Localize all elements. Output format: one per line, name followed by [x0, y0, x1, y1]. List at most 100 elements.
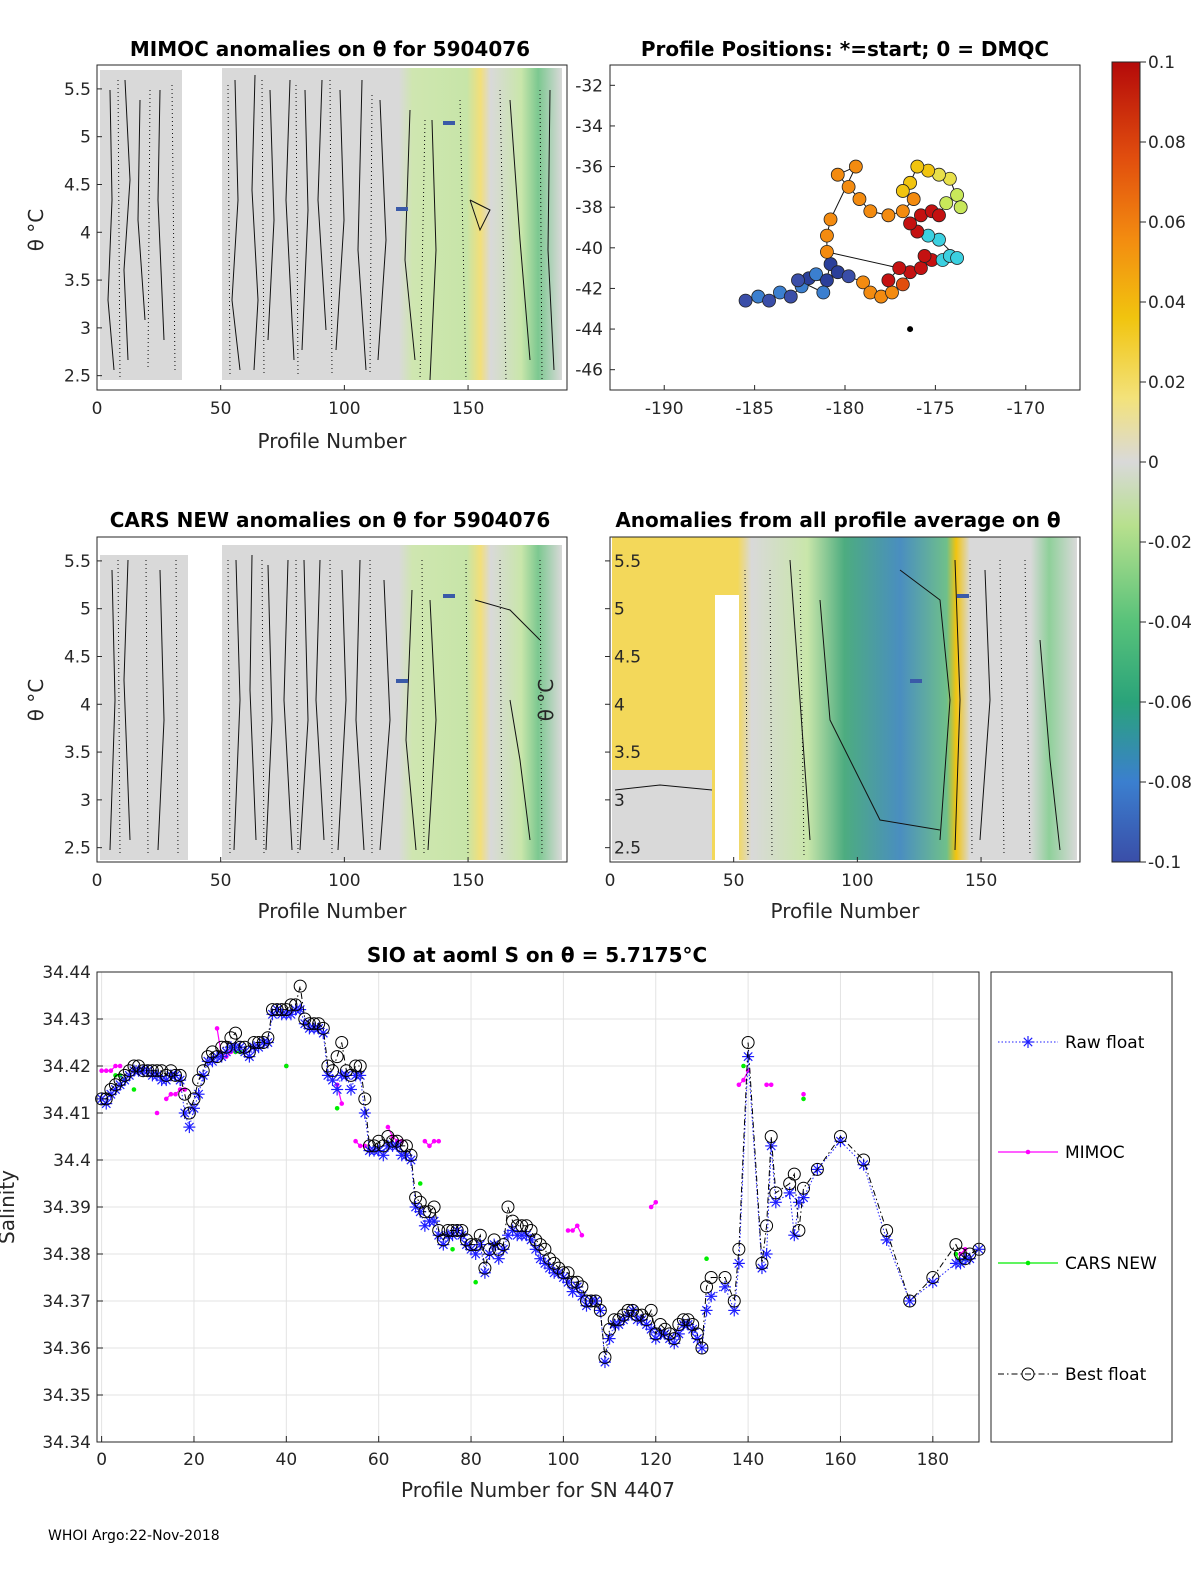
legend-circle-best [1021, 1367, 1035, 1381]
raw-point [728, 1304, 741, 1317]
best-point [409, 1191, 423, 1205]
best-point [741, 1036, 755, 1049]
salinity-xtick-label: 160 [824, 1450, 856, 1470]
mimoc-point [768, 1082, 774, 1088]
cars-xtick-label: 50 [210, 871, 232, 891]
best-point [312, 1017, 326, 1031]
best-point [519, 1219, 533, 1233]
mimoc-ytick-label: 3 [80, 319, 91, 339]
footer-stamp: WHOI Argo:22-Nov-2018 [48, 1528, 220, 1544]
mimoc-point [736, 1082, 742, 1088]
positions-xtick-label: -180 [826, 399, 865, 419]
best-point [764, 1130, 778, 1143]
cars-point [450, 1247, 455, 1252]
average-ytick-label: 4.5 [614, 647, 641, 667]
track-point [841, 179, 856, 194]
best-point [533, 1238, 547, 1252]
raw-point [705, 1290, 718, 1303]
best-point [464, 1238, 478, 1252]
best-point [95, 1092, 109, 1106]
track-point [906, 192, 921, 206]
legend-item: MIMOC [998, 1143, 1125, 1163]
best-point [395, 1139, 409, 1153]
best-point [543, 1252, 557, 1266]
legend-label: Best float [1065, 1365, 1147, 1385]
positions-ytick-label: -36 [575, 158, 603, 178]
best-point [593, 1303, 607, 1317]
raw-point [183, 1121, 196, 1134]
best-point [833, 1130, 847, 1143]
mimoc-point [422, 1138, 428, 1144]
track-point [830, 167, 845, 182]
raw-point [783, 1186, 796, 1199]
raw-point [520, 1229, 533, 1242]
mimoc-marker-dmqc-1 [443, 121, 455, 125]
raw-point [1022, 1036, 1034, 1048]
raw-point [719, 1280, 732, 1293]
track-point [863, 204, 878, 219]
salinity-ytick-label: 34.44 [42, 963, 91, 983]
positions-ytick-label: -44 [575, 320, 603, 340]
best-point [326, 1064, 340, 1078]
best-point [284, 998, 298, 1012]
cars-ylabel: θ °C [24, 679, 48, 722]
average-ytick-label: 5 [614, 600, 625, 620]
salinity-xtick-label: 140 [732, 1450, 764, 1470]
best-point [427, 1200, 441, 1214]
best-point [695, 1341, 709, 1355]
mimoc-point [173, 1091, 178, 1097]
track-point [848, 159, 863, 174]
average-axes-frame [609, 536, 1081, 863]
cars-ytick-label: 4.5 [64, 647, 91, 667]
best-point [187, 1092, 201, 1106]
best-point [732, 1242, 746, 1256]
track-point [820, 244, 834, 259]
track-start-marker [907, 326, 914, 333]
raw-point [788, 1229, 801, 1242]
best-point [145, 1064, 159, 1078]
best-point [422, 1205, 436, 1219]
raw-point [603, 1332, 616, 1345]
salinity-xtick-label: 180 [917, 1450, 949, 1470]
average-title: Anomalies from all profile average on θ [615, 508, 1060, 532]
best-point [644, 1303, 658, 1317]
best-point [104, 1083, 118, 1096]
mimoc-point [648, 1204, 654, 1210]
best-point [760, 1219, 774, 1233]
positions-x-ticks: -190 -185 -180 -175 -170 [645, 385, 1045, 419]
raw-point [903, 1295, 916, 1307]
best-point [141, 1064, 155, 1078]
mimoc-marker-dmqc-2 [396, 207, 408, 211]
raw-point [543, 1262, 556, 1275]
mimoc-title: MIMOC anomalies on θ for 5904076 [130, 37, 530, 61]
colorbar-ticks: 0.1 0.08 0.06 0.04 0.02 0 -0.02 -0.04 -0.06 -0.08… [1140, 53, 1192, 873]
cars-contours [109, 554, 541, 851]
colorbar-ticklabel: 0.02 [1148, 373, 1186, 393]
mimoc-point [357, 1143, 363, 1149]
track-point [950, 251, 964, 265]
best-point [556, 1266, 570, 1280]
track-point [881, 208, 896, 223]
positions-xtick-label: -175 [916, 399, 955, 419]
panel-cars: CARS NEW anomalies on θ for 5904076 5.55… [24, 508, 568, 923]
best-point [755, 1256, 769, 1270]
panel-positions: Profile Positions: *=start; 0 = DMQC -32… [575, 37, 1081, 419]
best-point [857, 1153, 871, 1167]
average-marker-dmqc-1 [910, 679, 922, 683]
raw-point [469, 1248, 482, 1260]
cars-xlabel: Profile Number [258, 899, 408, 923]
mimoc-point [741, 1077, 746, 1083]
salinity-xtick-label: 60 [368, 1450, 390, 1470]
track-point [816, 285, 831, 300]
track-point [914, 261, 928, 276]
salinity-ytick-label: 34.41 [42, 1104, 91, 1124]
salinity-x-ticks: 0 20 40 60 80 100 120 140 160 180 [96, 1436, 949, 1470]
best-point [159, 1068, 173, 1082]
best-point [247, 1036, 261, 1049]
average-xlabel: Profile Number [771, 899, 921, 923]
salinity-ytick-label: 34.37 [42, 1292, 91, 1312]
cars-ytick-label: 5 [80, 600, 91, 620]
raw-point [769, 1196, 782, 1209]
cars-series [113, 1044, 968, 1285]
best-point [353, 1059, 367, 1073]
